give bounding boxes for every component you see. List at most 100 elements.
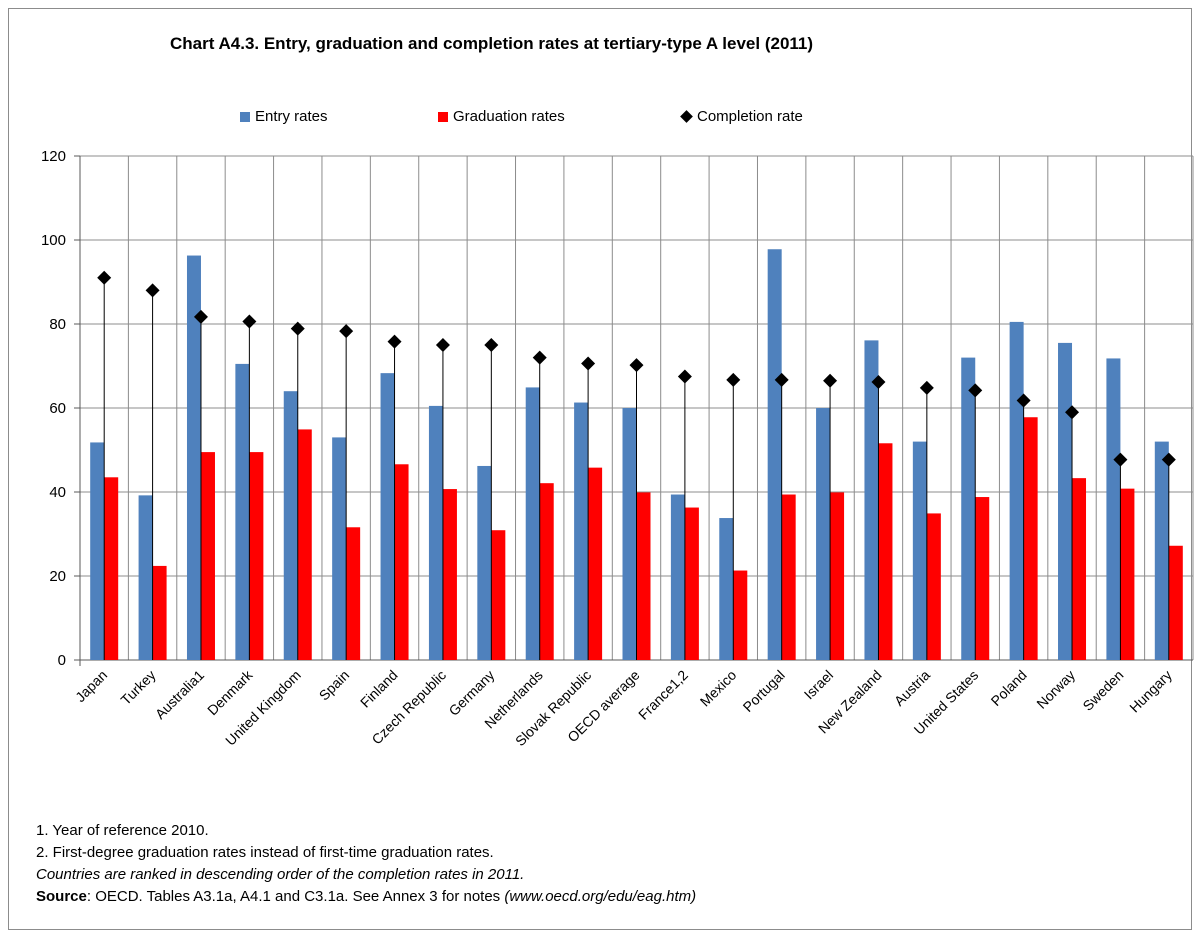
bar-graduation-rate [1072,478,1087,660]
completion-rate-marker [1113,452,1128,467]
bar-entry-rate [816,408,831,660]
legend-label-entry: Entry rates [255,108,328,125]
chart-frame [8,8,1192,930]
bar-entry-rate [332,437,347,660]
bar-graduation-rate [1168,545,1183,660]
x-tick-label: Portugal [740,667,788,715]
completion-rate-marker [774,372,789,387]
completion-rate-marker [435,338,450,352]
y-tick-label: 120 [41,148,66,165]
x-tick-label: Sweden [1079,667,1126,714]
x-tick-label: Finland [357,667,401,711]
y-tick-label: 80 [49,316,66,333]
x-tick-label: Hungary [1126,667,1175,716]
y-tick-label: 40 [49,484,66,501]
bar-entry-rate [961,357,976,660]
note-1: 1. Year of reference 2010. [36,822,209,839]
note-ranking: Countries are ranked in descending order… [36,866,525,883]
y-tick-label: 20 [49,568,66,585]
completion-rate-marker [145,283,160,298]
legend-swatch-entry [240,111,250,122]
bar-graduation-rate [394,464,409,660]
completion-rate-marker [532,350,547,365]
bar-graduation-rate [104,477,119,660]
x-tick-label: Austria [891,667,933,709]
bar-graduation-rate [539,483,554,660]
completion-rate-marker [339,324,354,339]
completion-rate-marker [193,309,208,324]
x-tick-label: Israel [801,667,837,703]
legend-swatch-graduation [438,111,448,122]
completion-rate-marker [97,270,112,285]
bar-entry-rate [1106,358,1121,660]
bar-entry-rate [283,391,298,660]
completion-rate-marker [726,372,741,387]
completion-rate-marker [823,373,838,388]
legend-item-entry: Entry rates [240,108,328,125]
note-source: Source: OECD. Tables A3.1a, A4.1 and C3.… [36,886,696,908]
legend-label-graduation: Graduation rates [453,108,565,125]
completion-rate-marker [871,374,886,389]
bar-entry-rate [719,518,734,660]
bar-graduation-rate [249,452,264,660]
completion-rate-marker [1161,452,1176,467]
source-label: Source [36,888,87,905]
x-tick-label: France1,2 [635,667,691,723]
completion-rate-marker [581,356,596,371]
y-tick-label: 100 [41,232,66,249]
bar-graduation-rate [1023,417,1038,660]
bar-graduation-rate [975,497,990,660]
completion-rate-marker [919,380,934,395]
bar-entry-rate [912,441,927,660]
x-tick-label: Japan [72,667,110,705]
bar-entry-rate [477,465,492,660]
legend-label-completion: Completion rate [697,108,803,125]
bar-graduation-rate [588,467,603,660]
bar-graduation-rate [152,565,167,660]
completion-rate-marker [290,321,305,336]
bar-graduation-rate [733,570,748,660]
bar-entry-rate [1154,441,1169,660]
bar-entry-rate [525,387,540,660]
legend-item-completion: Completion rate [680,108,803,125]
y-tick-label: 0 [58,652,66,669]
bar-entry-rate [1058,342,1073,660]
completion-rate-marker [677,369,692,384]
completion-rate-marker [484,338,499,352]
bar-entry-rate [428,405,443,660]
x-tick-label: Australia1 [152,667,207,722]
bar-graduation-rate [491,530,506,660]
completion-rate-marker [242,314,257,329]
x-tick-label: Turkey [117,667,158,708]
bar-graduation-rate [781,494,796,660]
legend: Entry rates Graduation rates Completion … [240,108,940,128]
note-2: 2. First-degree graduation rates instead… [36,844,494,861]
bar-graduation-rate [684,507,699,660]
completion-rate-marker [968,383,983,398]
x-tick-label: Spain [316,667,353,704]
bar-entry-rate [90,442,105,660]
bar-graduation-rate [346,527,361,660]
chart-title: Chart A4.3. Entry, graduation and comple… [170,34,814,53]
bar-graduation-rate [1120,488,1135,660]
x-tick-label: Mexico [697,667,740,710]
bar-entry-rate [138,495,153,660]
bar-graduation-rate [830,492,845,660]
bar-graduation-rate [926,513,941,660]
bar-entry-rate [1009,321,1024,660]
completion-rate-marker [1016,393,1031,408]
source-text: : OECD. Tables A3.1a, A4.1 and C3.1a. Se… [86,888,505,905]
bar-graduation-rate [878,443,893,660]
y-tick-label: 60 [49,400,66,417]
bar-entry-rate [622,408,637,660]
bar-entry-rate [235,363,250,660]
x-tick-label: Poland [988,667,1030,709]
completion-rate-marker [387,334,402,349]
bar-entry-rate [186,255,201,661]
bar-entry-rate [767,249,782,661]
bar-graduation-rate [297,429,312,660]
bar-graduation-rate [442,489,457,660]
bar-graduation-rate [636,492,651,660]
completion-rate-marker [629,358,644,373]
